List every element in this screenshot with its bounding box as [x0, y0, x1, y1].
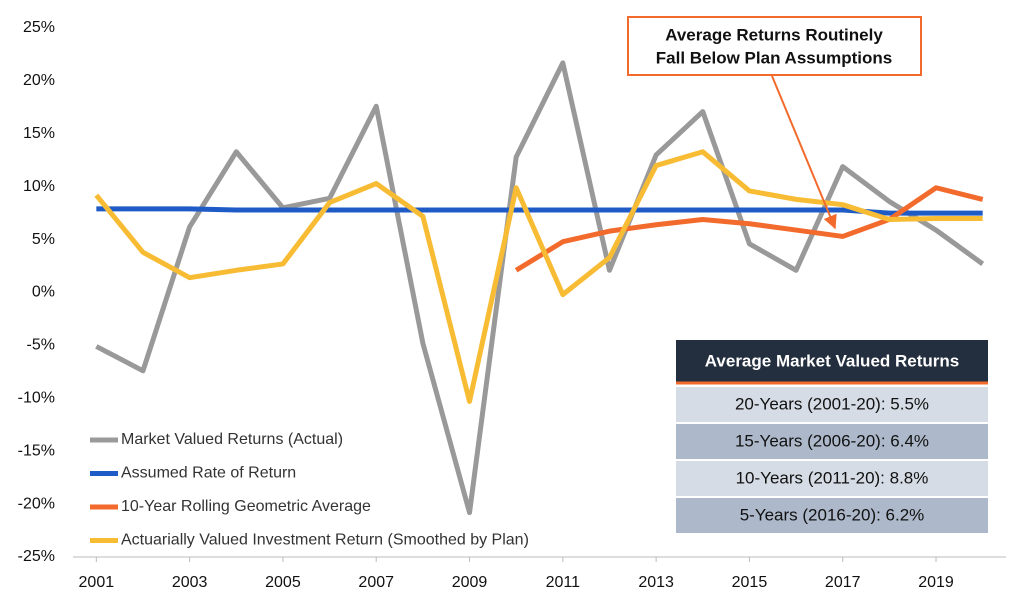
series-line	[94, 149, 983, 404]
annotation-line: Fall Below Plan Assumptions	[656, 48, 892, 67]
x-tick-label: 2013	[638, 574, 674, 591]
x-tick-label: 2011	[546, 574, 581, 591]
legend-label: Actuarially Valued Investment Return (Sm…	[121, 532, 529, 549]
table-row	[676, 424, 988, 459]
y-tick-label: 20%	[23, 72, 55, 89]
table-title: Average Market Valued Returns	[705, 351, 959, 370]
table-header	[676, 340, 988, 382]
x-tick-label: 2005	[265, 574, 301, 591]
y-tick-label: -5%	[27, 337, 55, 354]
y-tick-label: -10%	[18, 390, 55, 407]
legend-label: Market Valued Returns (Actual)	[121, 431, 343, 448]
x-tick-label: 2009	[452, 574, 488, 591]
y-tick-label: -15%	[18, 442, 55, 459]
series-line	[95, 60, 985, 516]
y-tick-label: 0%	[32, 284, 55, 301]
series-line	[514, 185, 984, 273]
x-tick-label: 2015	[732, 574, 768, 591]
y-tick-label: -25%	[18, 548, 55, 565]
y-tick-label: 15%	[23, 125, 55, 142]
x-tick-label: 2007	[358, 574, 394, 591]
y-tick-label: 5%	[32, 231, 55, 248]
table-cell: 20-Years (2001-20): 5.5%	[735, 394, 929, 413]
x-tick-label: 2003	[172, 574, 208, 591]
y-tick-label: -20%	[18, 495, 55, 512]
legend-label: Assumed Rate of Return	[121, 465, 296, 482]
x-tick-label: 2019	[918, 574, 954, 591]
x-tick-label: 2001	[79, 574, 115, 591]
y-tick-label: 25%	[23, 19, 55, 36]
y-tick-label: 10%	[23, 178, 55, 195]
annotation-arrow	[771, 75, 837, 230]
table-row	[676, 387, 988, 422]
annotation-line: Average Returns Routinely	[665, 25, 883, 44]
table-cell: 10-Years (2011-20): 8.8%	[736, 468, 929, 487]
table-row	[676, 461, 988, 496]
x-tick-label: 2017	[825, 574, 861, 591]
table-cell: 5-Years (2016-20): 6.2%	[740, 505, 925, 524]
legend-label: 10-Year Rolling Geometric Average	[121, 498, 371, 515]
plot: -25% -20% -15% -10% -5% 0% 5% 10% 15% 20% 25% 2001 2…	[18, 19, 1006, 591]
annotation-box	[627, 16, 922, 76]
table-cell: 15-Years (2006-20): 6.4%	[735, 431, 929, 450]
series-line	[96, 206, 983, 216]
table-row	[676, 498, 988, 533]
